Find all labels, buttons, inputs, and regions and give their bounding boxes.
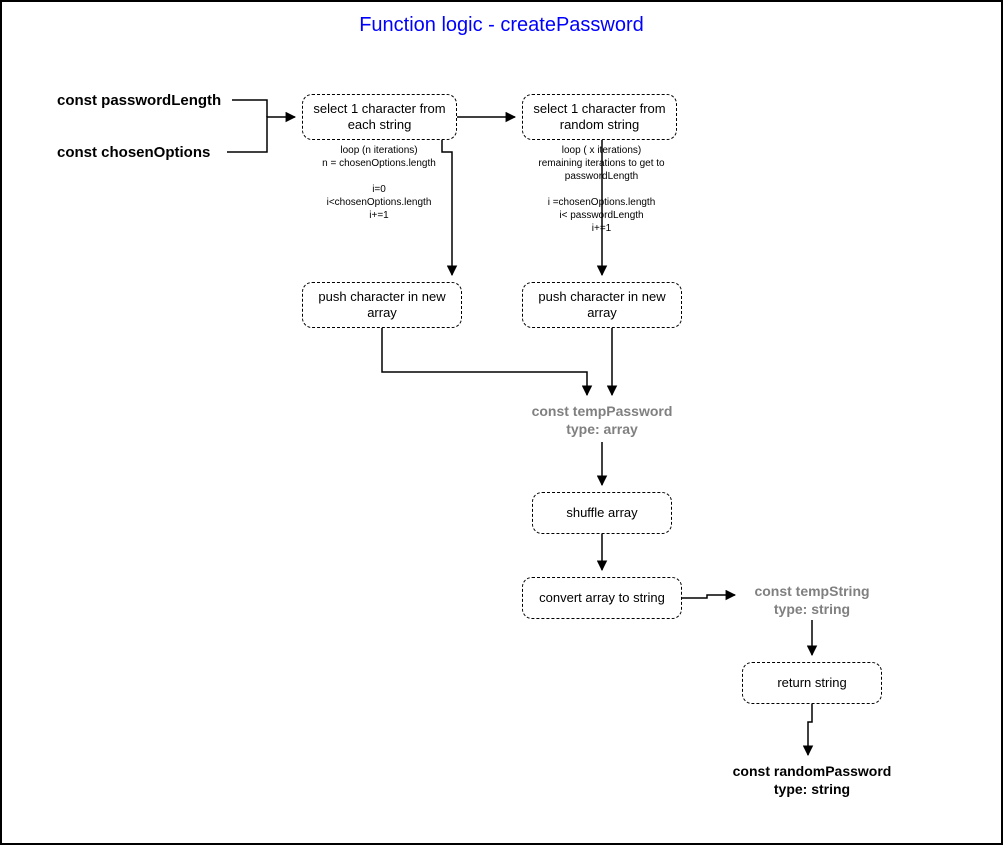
node-return: return string bbox=[742, 662, 882, 704]
node-select-random: select 1 character from random string bbox=[522, 94, 677, 140]
diagram-title: Function logic - createPassword bbox=[2, 14, 1001, 37]
input-chosen-options: const chosenOptions bbox=[57, 144, 210, 161]
var-random-password: const randomPassword type: string bbox=[722, 762, 902, 798]
diagram-canvas: Function logic - createPassword const pa… bbox=[0, 0, 1003, 845]
annotation-loop-a: loop (n iterations) n = chosenOptions.le… bbox=[304, 144, 454, 222]
node-push-b: push character in new array bbox=[522, 282, 682, 328]
annotation-loop-b: loop ( x iterations) remaining iteration… bbox=[524, 144, 679, 235]
var-temp-password: const tempPassword type: array bbox=[522, 402, 682, 438]
node-push-a: push character in new array bbox=[302, 282, 462, 328]
input-password-length: const passwordLength bbox=[57, 92, 221, 109]
node-shuffle: shuffle array bbox=[532, 492, 672, 534]
var-temp-string: const tempString type: string bbox=[742, 582, 882, 618]
edges-layer bbox=[2, 2, 1003, 847]
node-convert: convert array to string bbox=[522, 577, 682, 619]
edge-return-to-randomPassword bbox=[808, 704, 812, 755]
node-select-each: select 1 character from each string bbox=[302, 94, 457, 140]
edge-chosenOptions-to-selectEach bbox=[227, 117, 295, 152]
edge-pushA-to-tempPassword bbox=[382, 328, 587, 395]
edge-convert-to-tempString bbox=[682, 595, 735, 598]
edge-passwordLength-to-selectEach bbox=[232, 100, 267, 117]
